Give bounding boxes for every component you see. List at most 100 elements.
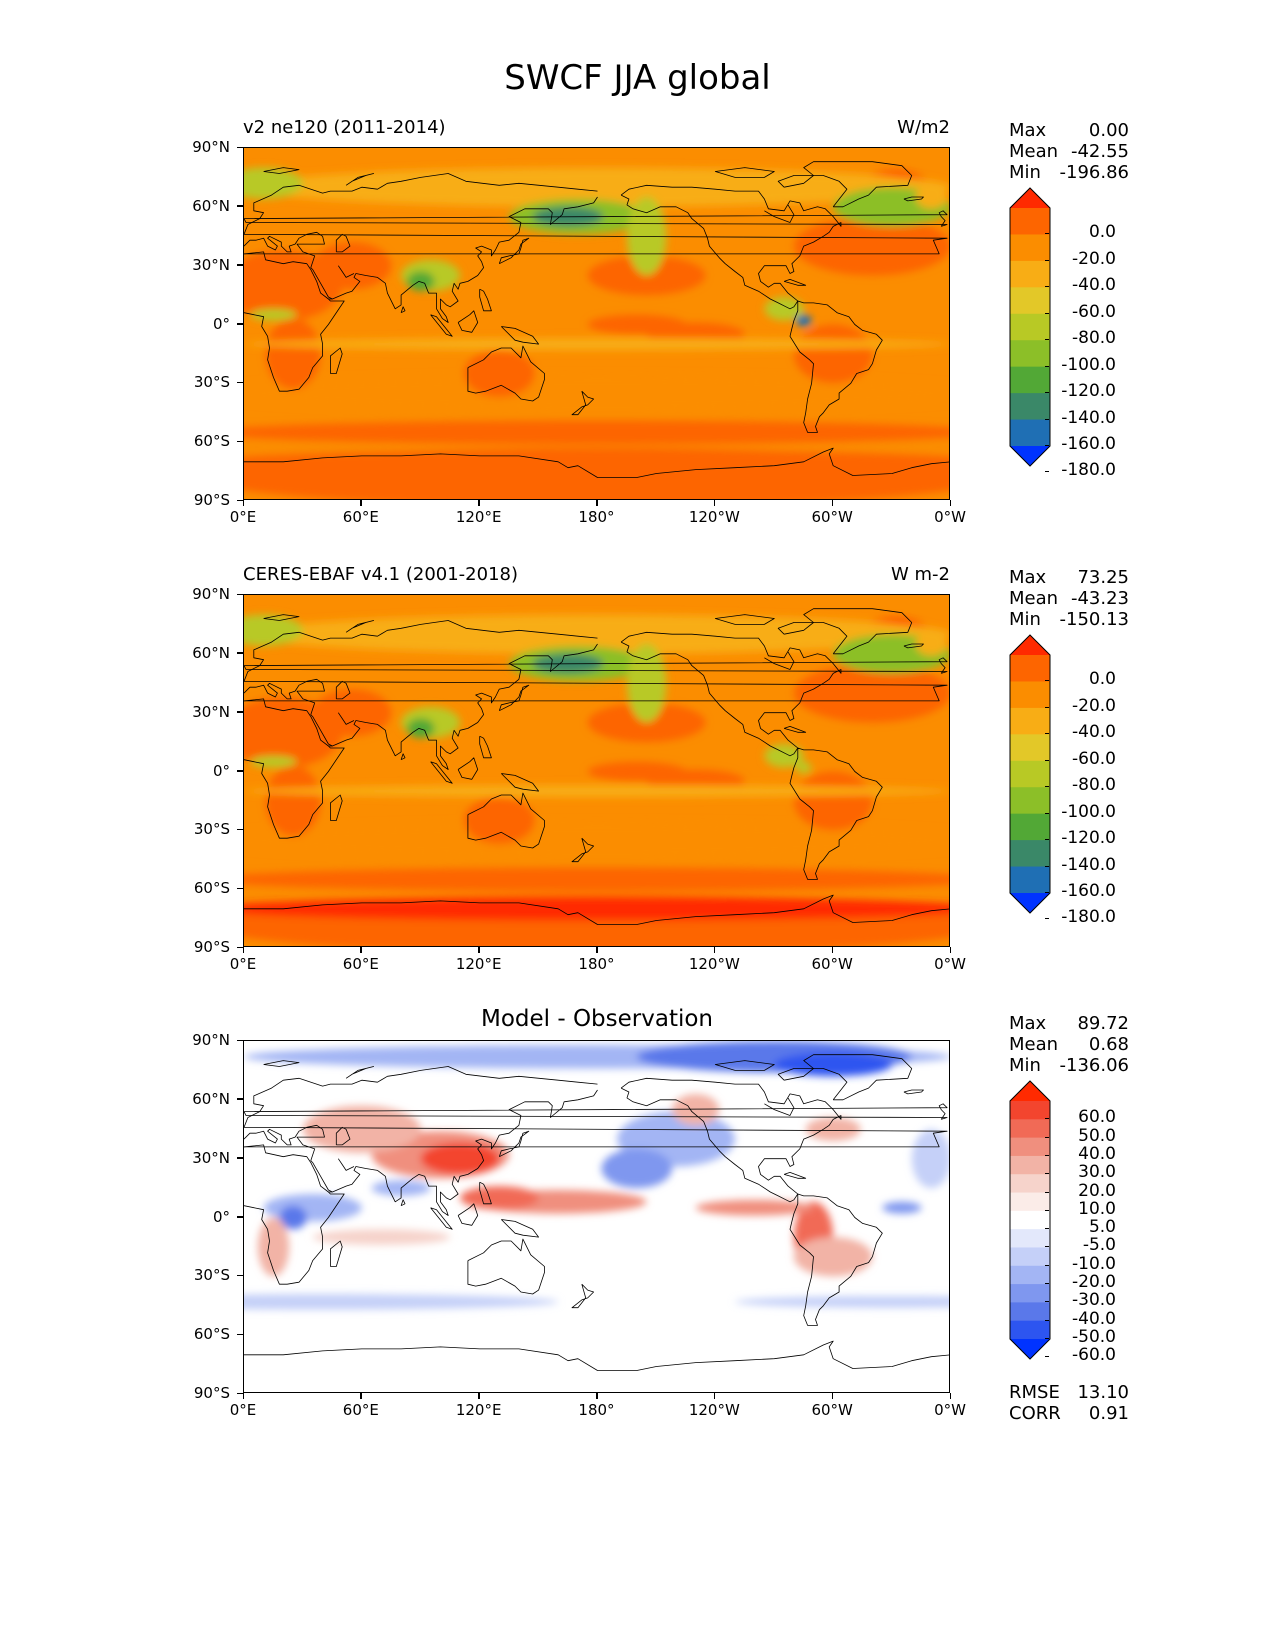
colorbar-segment <box>1010 840 1050 868</box>
colorbar-tick <box>1045 812 1049 814</box>
colorbar-segment <box>1010 1302 1050 1322</box>
ytick-mark <box>237 1157 243 1159</box>
ytick-mark <box>237 770 243 772</box>
coastline <box>330 1240 343 1267</box>
ytick-label: 90°S <box>193 491 230 509</box>
coastline <box>345 173 375 186</box>
colorbar-segment <box>1010 313 1050 341</box>
panel-units-title: W m-2 <box>890 564 950 585</box>
coastline <box>244 894 949 925</box>
coastline <box>467 1238 545 1295</box>
map-field <box>244 1041 949 1392</box>
colorbar-extend-min <box>1010 1339 1050 1359</box>
colorbar-segment <box>1010 340 1050 368</box>
colorbar-tick <box>1045 918 1049 920</box>
coastline <box>714 1060 775 1071</box>
xtick-mark <box>713 947 716 953</box>
xtick-mark <box>242 500 244 506</box>
colorbar-tick <box>1045 259 1049 261</box>
xtick-mark <box>831 947 834 953</box>
xtick-mark <box>478 947 480 953</box>
ytick-label: 60°N <box>192 1089 230 1108</box>
colorbar-label: -140.0 <box>1061 407 1116 428</box>
stat-value-mean: 0.68 <box>1088 1034 1129 1055</box>
stat-row-min: Min -196.86 <box>1009 162 1129 184</box>
coastline <box>620 631 842 757</box>
stat-row-min: Min -136.06 <box>1009 1055 1129 1077</box>
colorbar-extend-min <box>1010 446 1050 466</box>
xtick-label: 120°E <box>455 955 502 973</box>
stat-label-mean: Mean <box>1009 1034 1059 1055</box>
xtick-mark <box>596 1393 598 1399</box>
colorbar-segment <box>1010 1284 1050 1303</box>
colorbar-tick <box>1045 1264 1049 1266</box>
colorbar-segment <box>1010 1320 1050 1340</box>
xtick-label: 120°W <box>688 1401 740 1419</box>
colorbar-label: -60.0 <box>1072 301 1116 322</box>
field-region <box>793 324 873 384</box>
xtick-label: 60°W <box>811 1401 853 1419</box>
map-plot <box>243 147 950 500</box>
coastline <box>501 326 540 345</box>
ytick-label: 60°N <box>192 196 230 215</box>
field-region <box>805 1117 861 1142</box>
colorbar-extend-min <box>1010 893 1050 913</box>
field-region <box>244 338 949 350</box>
xtick-label: 60°W <box>811 955 853 973</box>
ytick-mark <box>237 440 243 443</box>
field-background <box>244 1041 949 1392</box>
coastline <box>430 314 453 337</box>
field-region <box>601 1148 673 1189</box>
coastline <box>345 1066 375 1079</box>
coastline <box>571 1283 595 1309</box>
ytick-mark <box>237 205 243 207</box>
colorbar-label: -20.0 <box>1072 248 1116 269</box>
coastline <box>620 1077 842 1203</box>
coastline <box>335 1126 351 1146</box>
colorbar-label: 20.0 <box>1078 1180 1116 1201</box>
colorbar-segment <box>1010 260 1050 288</box>
coastline <box>345 620 375 633</box>
colorbar-tick <box>1045 1191 1049 1193</box>
coastline <box>789 300 883 433</box>
field-region <box>244 420 949 445</box>
stat-row-max: Max 0.00 <box>1009 120 1129 142</box>
field-region <box>735 1295 949 1308</box>
ytick-mark <box>237 1039 243 1041</box>
colorbar-extend-max <box>1010 1081 1050 1101</box>
coastline <box>244 447 949 478</box>
stat-label-corr: CORR <box>1009 1403 1061 1424</box>
colorbar-tick <box>1045 759 1049 761</box>
ytick-label: 90°N <box>192 1031 230 1049</box>
coastline <box>764 1097 795 1116</box>
stat-value-min: -136.06 <box>1059 1055 1129 1076</box>
colorbar-tick <box>1045 1154 1049 1156</box>
coastline <box>498 237 530 265</box>
stat-value-mean: -42.55 <box>1070 141 1129 162</box>
coastline <box>783 725 807 733</box>
stat-row-mean: Mean 0.68 <box>1009 1034 1129 1056</box>
stats-box: Max 0.00 Mean -42.55 Min -196.86 <box>1009 120 1129 186</box>
coastline <box>903 196 924 202</box>
coastline <box>457 310 479 333</box>
colorbar-label: -100.0 <box>1061 354 1116 375</box>
ytick-label: 90°S <box>193 1384 230 1402</box>
xtick-label: 120°W <box>688 955 740 973</box>
coastline <box>620 184 842 310</box>
field-region <box>463 796 535 845</box>
xtick-mark <box>713 500 716 506</box>
field-region <box>463 349 535 398</box>
stat-value-min: -150.13 <box>1059 609 1129 630</box>
ytick-mark <box>237 1216 243 1218</box>
stat-value-max: 89.72 <box>1077 1013 1129 1034</box>
xtick-label: 60°E <box>342 1401 379 1419</box>
colorbar <box>1009 1080 1051 1360</box>
colorbar-label: -5.0 <box>1082 1235 1116 1256</box>
colorbar-label: -60.0 <box>1072 1345 1116 1366</box>
map-plot <box>243 594 950 947</box>
colorbar-label: 50.0 <box>1078 1125 1116 1146</box>
colorbar-extend-max <box>1010 188 1050 208</box>
colorbar-label: -160.0 <box>1061 434 1116 454</box>
colorbar-segment <box>1010 1210 1050 1230</box>
colorbar-label: -180.0 <box>1061 907 1116 928</box>
